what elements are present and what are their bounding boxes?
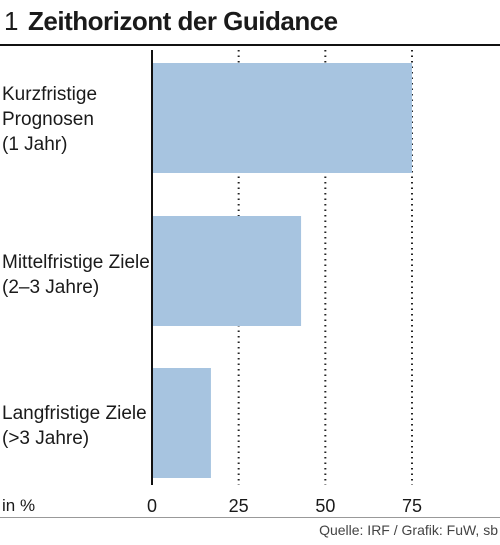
chart-header: 1 Zeithorizont der Guidance [0,0,500,44]
chart-title: Zeithorizont der Guidance [28,6,338,36]
bar-2 [152,368,211,478]
bar-0 [152,63,412,173]
category-label-mid-term: Mittelfristige Ziele (2–3 Jahre) [2,252,150,298]
source-credit: Quelle: IRF / Grafik: FuW, sb [319,522,498,538]
chart-number: 1 [4,6,19,36]
header-rule [0,44,500,46]
category-label-long-term: Langfristige Ziele (>3 Jahre) [2,403,147,449]
x-tick-label-0: 0 [147,496,157,516]
bar-1 [152,216,302,326]
x-tick-label-75: 75 [402,496,422,516]
x-tick-label-25: 25 [229,496,249,516]
category-label-short-term: Kurzfristige Prognosen (1 Jahr) [2,84,98,155]
x-axis-unit: in % [2,496,36,515]
x-tick-label-50: 50 [315,496,335,516]
footer-rule [0,517,500,518]
